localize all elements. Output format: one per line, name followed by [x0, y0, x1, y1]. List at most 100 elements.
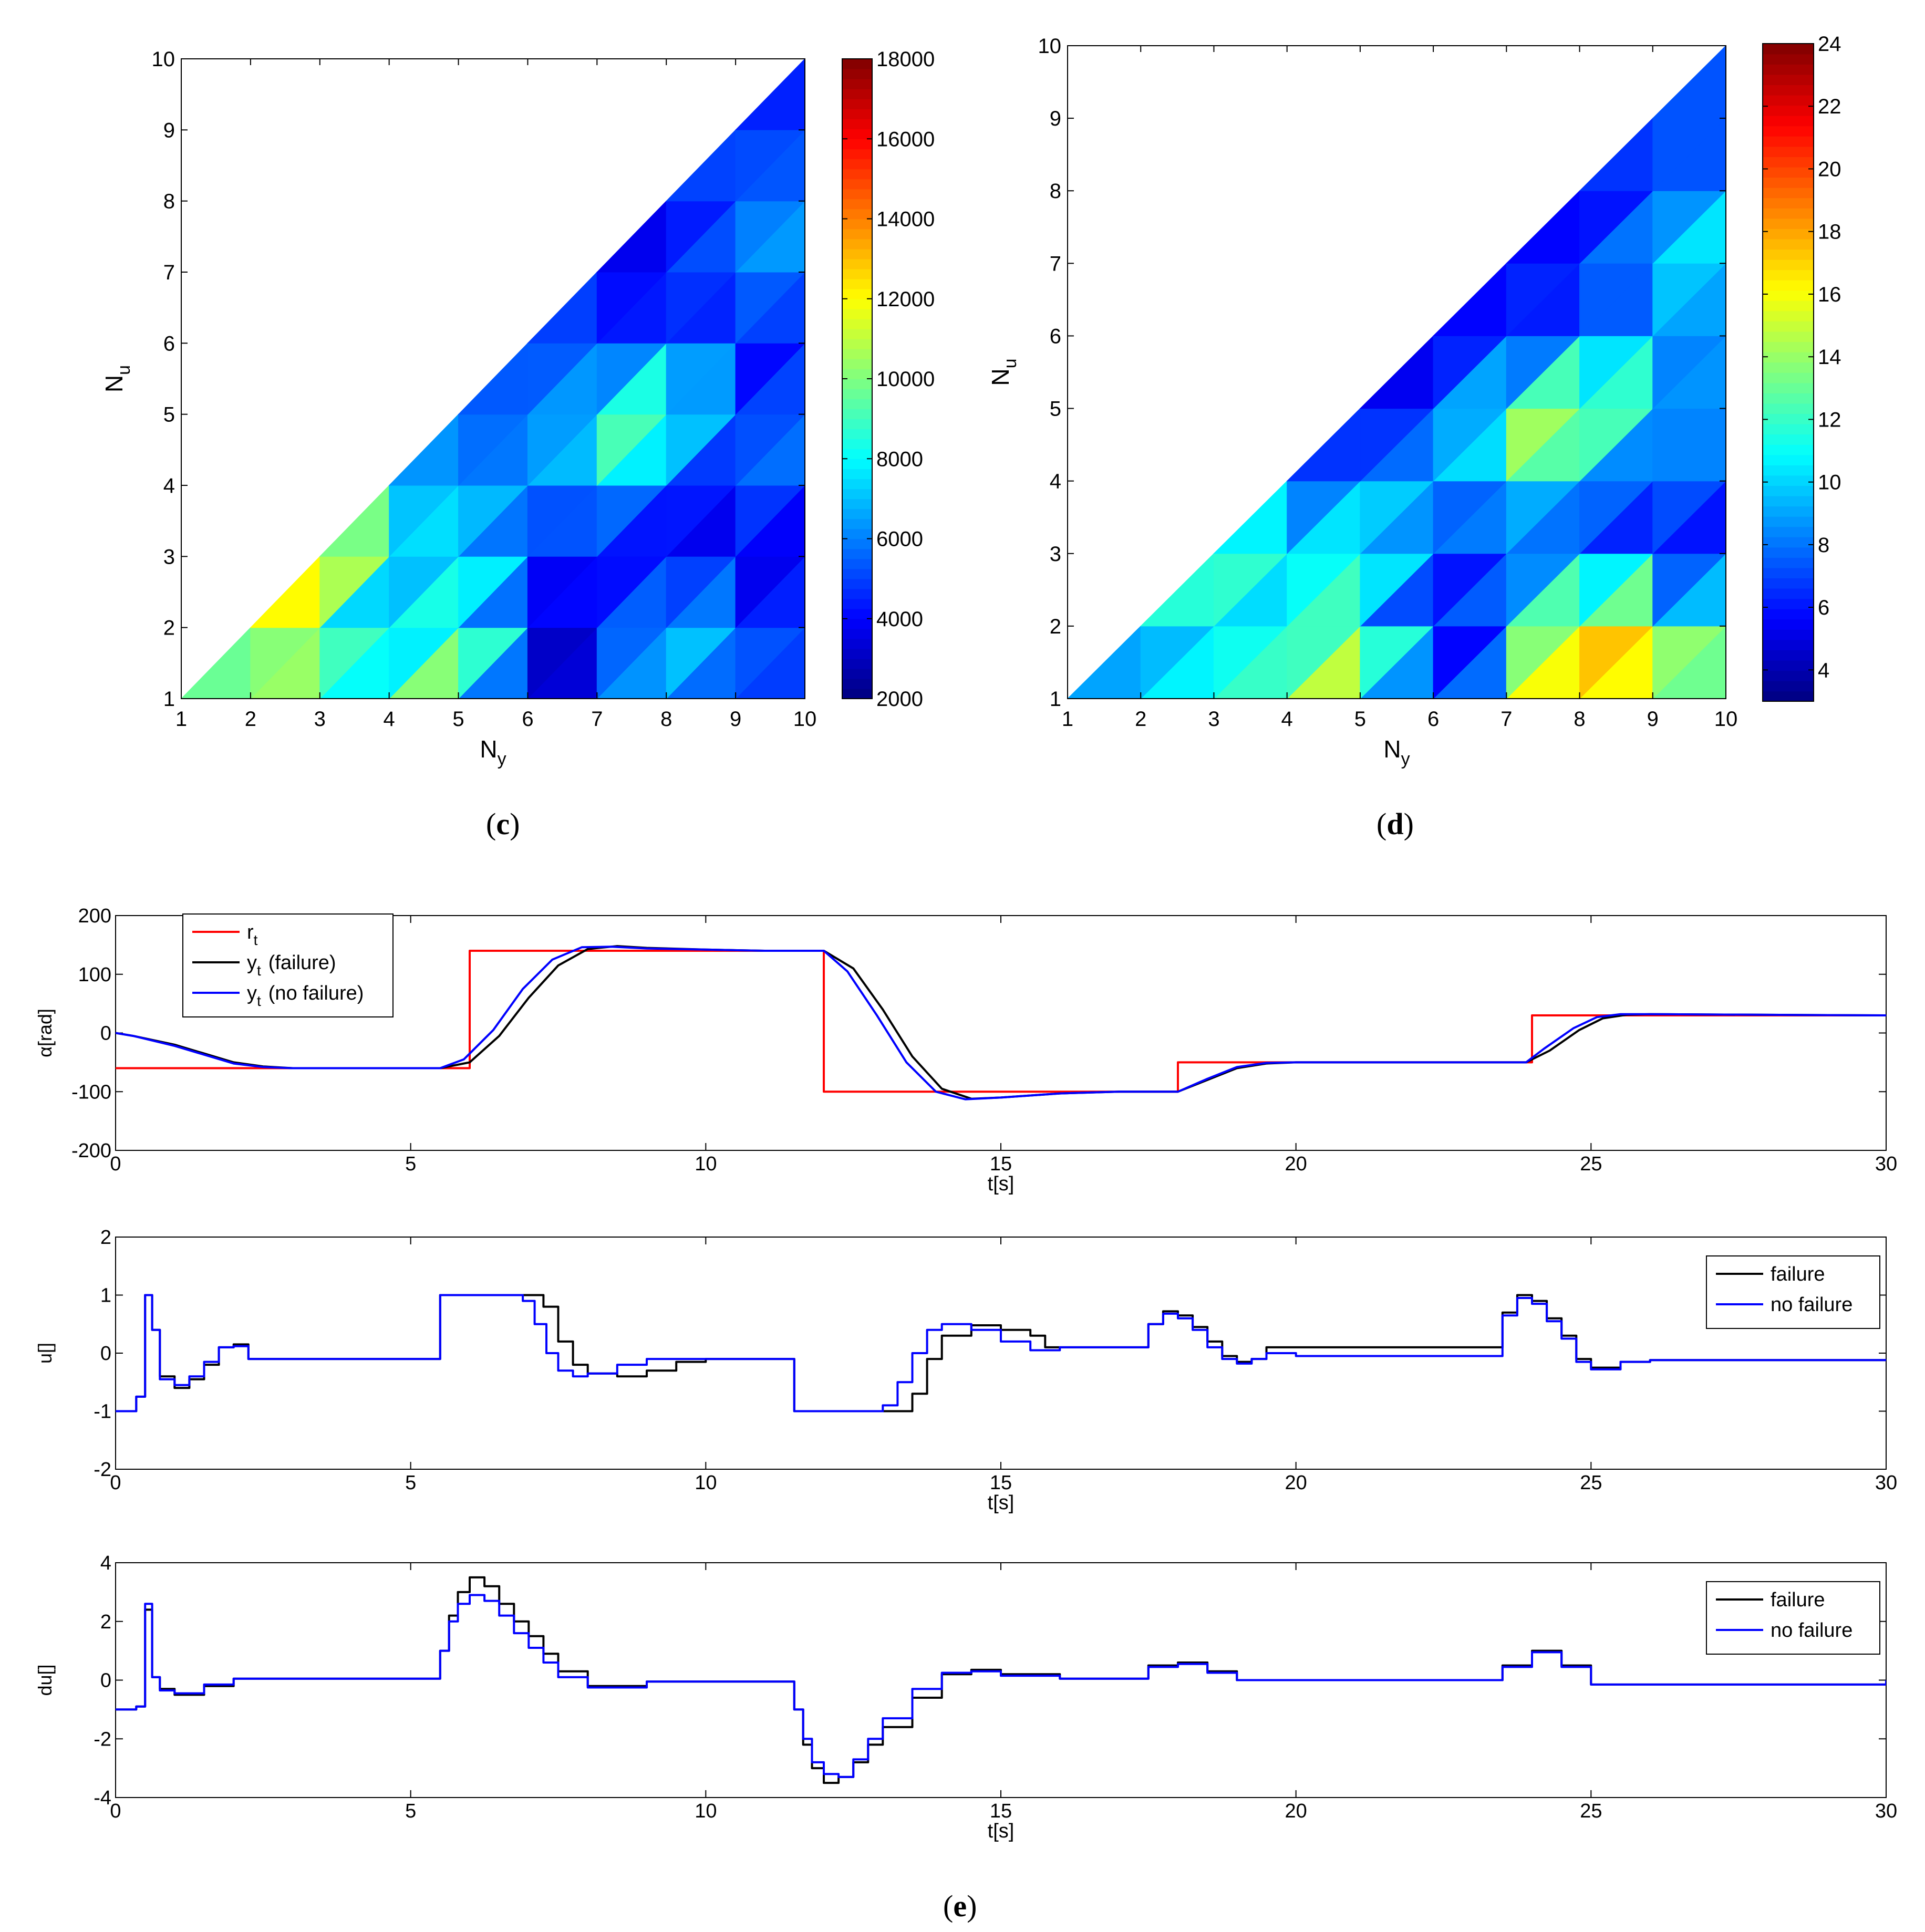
colorbar-swatch	[842, 449, 872, 460]
x-tick-label: 10	[1714, 708, 1738, 731]
y-tick-label: 200	[78, 905, 111, 927]
colorbar-swatch	[1763, 198, 1814, 209]
x-axis-label: t[s]	[988, 1173, 1015, 1195]
colorbar-swatch	[1763, 403, 1814, 414]
colorbar-swatch	[1763, 578, 1814, 589]
x-tick-label: 4	[1281, 708, 1293, 731]
x-tick-label: 1	[175, 708, 187, 731]
colorbar-swatch	[1763, 310, 1814, 321]
x-tick-label: 10	[695, 1472, 717, 1494]
colorbar-swatch	[842, 608, 872, 619]
y-tick-label: -200	[71, 1140, 111, 1162]
legend-box	[1706, 1255, 1880, 1329]
legend-label: failure	[1771, 1263, 1825, 1285]
colorbar-swatch	[842, 268, 872, 279]
x-tick-label: 7	[1500, 708, 1512, 731]
y-tick-label: 7	[1050, 252, 1061, 275]
colorbar-swatch	[1763, 526, 1814, 537]
colorbar-swatch	[1763, 208, 1814, 219]
colorbar-swatch	[842, 538, 872, 549]
colorbar-swatch	[842, 99, 872, 109]
colorbar-swatch	[842, 358, 872, 369]
colorbar-swatch	[1763, 465, 1814, 476]
y-tick-label: 8	[163, 190, 175, 213]
heatmap-cell	[734, 58, 805, 130]
heatmap-cell	[1140, 553, 1214, 627]
colorbar-swatch	[842, 278, 872, 289]
colorbar-swatch	[1763, 95, 1814, 106]
y-tick-label: 0	[100, 1343, 111, 1365]
colorbar-swatch	[842, 228, 872, 240]
x-tick-label: 20	[1285, 1800, 1307, 1822]
panel-label-e-letter: e	[953, 1889, 967, 1923]
colorbar-swatch	[1763, 629, 1814, 640]
colorbar-tick-label: 14	[1818, 346, 1841, 369]
x-tick-label: 7	[591, 708, 603, 731]
heatmap-cell	[388, 413, 459, 486]
y-tick-label: 2	[1050, 615, 1061, 638]
colorbar-swatch	[1763, 567, 1814, 579]
x-tick-label: 6	[1427, 708, 1439, 731]
x-tick-label: 5	[452, 708, 464, 731]
colorbar-swatch	[1763, 444, 1814, 455]
y-tick-label: 4	[1050, 470, 1061, 493]
colorbar-swatch	[842, 678, 872, 689]
x-tick-label: 30	[1875, 1800, 1897, 1822]
colorbar-swatch	[1763, 351, 1814, 363]
heatmap-cells-d	[1067, 45, 1726, 699]
colorbar-swatch	[842, 89, 872, 99]
y-axis-label: du[]	[34, 1664, 56, 1696]
colorbar-swatch	[842, 308, 872, 319]
axes-box-e1	[115, 915, 1887, 1151]
colorbar-swatch	[842, 429, 872, 439]
colorbar-tick-label: 4000	[876, 608, 923, 631]
colorbar-tick-label: 6000	[876, 528, 923, 551]
legend-label-suffix: (failure)	[268, 952, 336, 974]
colorbar-swatch	[1763, 516, 1814, 527]
legend-e2: failure no failure	[1706, 1255, 1880, 1329]
line-panel-e2: 0 5 10 15 20 25 30 -2 -1 0 1 2 t[s] u[] failure no fail…	[34, 1227, 1897, 1514]
colorbar-swatch	[842, 258, 872, 269]
colorbar-swatch	[1763, 167, 1814, 178]
colorbar-swatch	[842, 238, 872, 250]
colorbar-swatch	[1763, 218, 1814, 229]
legend-label-sub: t	[257, 993, 261, 1009]
colorbar-swatch	[842, 368, 872, 379]
colorbar-swatch	[1763, 547, 1814, 558]
colorbar-swatch	[1763, 423, 1814, 435]
panel-label-d-letter: d	[1386, 807, 1404, 841]
legend-label-suffix: (no failure)	[268, 982, 364, 1004]
colorbar-tick-label: 16000	[876, 128, 935, 151]
colorbar-swatch	[842, 169, 872, 180]
colorbar-swatch	[842, 109, 872, 119]
legend-label: failure	[1771, 1589, 1825, 1611]
x-tick-label: 9	[1647, 708, 1659, 731]
heatmap-cell	[596, 200, 667, 273]
colorbar-swatch	[1763, 115, 1814, 127]
panel-label-e: (e)	[943, 1889, 977, 1923]
colorbar-swatch	[1763, 557, 1814, 568]
colorbar-tick-label: 20	[1818, 158, 1841, 181]
y-axis-label-sub: u	[1000, 358, 1020, 368]
colorbar-swatch	[842, 419, 872, 429]
colorbar-c: 2000 4000 6000 8000 10000 12000 14000 16000 1800…	[842, 48, 935, 711]
colorbar-tick-label: 6	[1818, 596, 1829, 619]
colorbar-tick-label: 18000	[876, 48, 935, 71]
x-tick-label: 25	[1580, 1800, 1602, 1822]
x-tick-label: 5	[405, 1472, 416, 1494]
colorbar-swatch	[1763, 105, 1814, 116]
colorbar-tick-label: 16	[1818, 283, 1841, 306]
y-tick-label: -2	[94, 1728, 111, 1750]
x-tick-label: 30	[1875, 1153, 1897, 1175]
series-line-r-t	[116, 950, 1886, 1093]
y-tick-label: 1	[100, 1285, 111, 1307]
colorbar-swatch	[1763, 136, 1814, 147]
colorbar-swatch	[1763, 393, 1814, 404]
x-tick-label: 5	[405, 1153, 416, 1175]
colorbar-swatch	[1763, 454, 1814, 465]
line-panel-e1: 0 5 10 15 20 25 30-200-1000100200t[s]α[rad]rty…	[34, 905, 1897, 1195]
x-tick-label: 5	[1354, 708, 1366, 731]
colorbar-swatch	[842, 389, 872, 399]
y-tick-label: 1	[163, 688, 175, 711]
